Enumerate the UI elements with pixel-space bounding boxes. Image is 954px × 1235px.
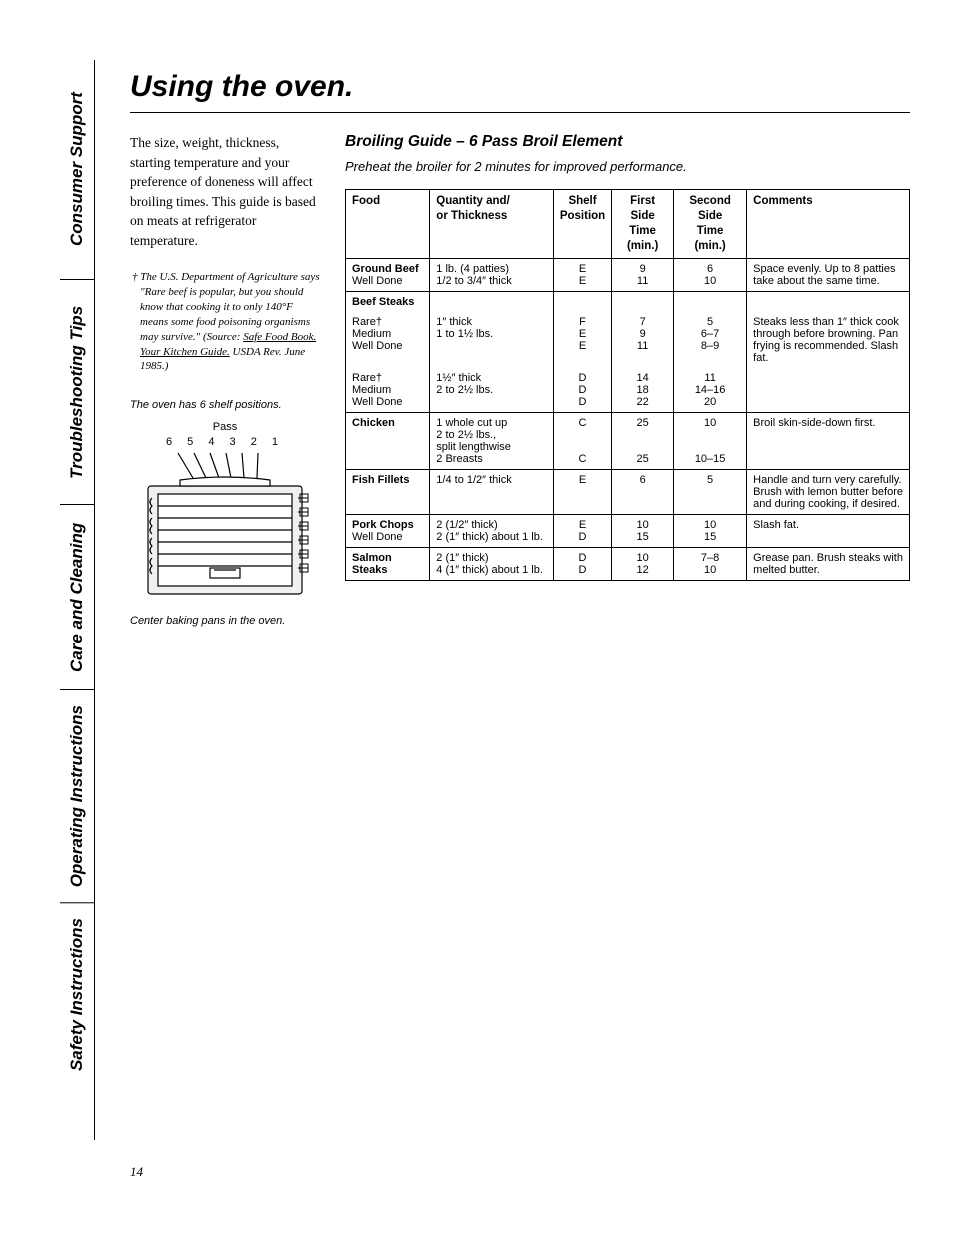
table-cell: ED — [553, 514, 611, 547]
table-row: Chicken1 whole cut up2 to 2½ lbs.,split … — [346, 412, 910, 469]
tab-care-cleaning[interactable]: Care and Cleaning — [60, 505, 94, 690]
table-cell: 56–78–9 — [674, 312, 747, 368]
table-cell: FEE — [553, 312, 611, 368]
table-cell: Handle and turn very carefully. Brush wi… — [747, 469, 910, 514]
table-cell: Beef Steaks — [346, 291, 430, 312]
page-content: Using the oven. The size, weight, thickn… — [130, 70, 910, 637]
shelf-numbers: 6 5 4 3 2 1 — [130, 436, 320, 448]
table-cell: 6 — [612, 469, 674, 514]
intro-text: The size, weight, thickness, starting te… — [130, 133, 320, 250]
table-cell: Salmon Steaks — [346, 547, 430, 580]
table-cell: 1015 — [612, 514, 674, 547]
table-row: Beef Steaks — [346, 291, 910, 312]
table-cell: EE — [553, 258, 611, 291]
th-first: First Side Time (min.) — [612, 190, 674, 259]
table-cell: 911 — [612, 258, 674, 291]
table-cell: Chicken — [346, 412, 430, 469]
left-column: The size, weight, thickness, starting te… — [130, 133, 320, 637]
table-cell: 610 — [674, 258, 747, 291]
shelf-caption: The oven has 6 shelf positions. — [130, 399, 320, 411]
table-cell: DD — [553, 547, 611, 580]
table-header-row: Food Quantity and/ or Thickness Shelf Po… — [346, 190, 910, 259]
table-cell: Steaks less than 1″ thick cook through b… — [747, 312, 910, 368]
center-pans-caption: Center baking pans in the oven. — [130, 615, 320, 627]
table-cell: Pork ChopsWell Done — [346, 514, 430, 547]
table-cell: 2 (1/2″ thick)2 (1″ thick) about 1 lb. — [430, 514, 554, 547]
table-cell: 141822 — [612, 368, 674, 413]
pass-label: Pass — [130, 421, 320, 433]
table-row: Salmon Steaks2 (1″ thick)4 (1″ thick) ab… — [346, 547, 910, 580]
table-cell — [612, 291, 674, 312]
table-cell: 7911 — [612, 312, 674, 368]
usda-footnote: † The U.S. Department of Agriculture say… — [130, 270, 320, 374]
table-cell: 1½″ thick2 to 2½ lbs. — [430, 368, 554, 413]
table-row: Rare†MediumWell Done1″ thick1 to 1½ lbs.… — [346, 312, 910, 368]
table-cell: Rare†MediumWell Done — [346, 368, 430, 413]
th-shelf: Shelf Position — [553, 190, 611, 259]
table-cell: 1/4 to 1/2″ thick — [430, 469, 554, 514]
table-cell: Grease pan. Brush steaks with melted but… — [747, 547, 910, 580]
tab-consumer-support[interactable]: Consumer Support — [60, 60, 94, 280]
table-cell: 2525 — [612, 412, 674, 469]
table-cell: 1010–15 — [674, 412, 747, 469]
table-cell: Space evenly. Up to 8 patties take about… — [747, 258, 910, 291]
table-cell: CC — [553, 412, 611, 469]
table-cell: 5 — [674, 469, 747, 514]
table-cell — [553, 291, 611, 312]
table-cell: DDD — [553, 368, 611, 413]
table-cell: 2 (1″ thick)4 (1″ thick) about 1 lb. — [430, 547, 554, 580]
th-comments: Comments — [747, 190, 910, 259]
page-number: 14 — [130, 1164, 143, 1180]
table-cell: 1 lb. (4 patties)1/2 to 3/4″ thick — [430, 258, 554, 291]
broiling-guide-table: Food Quantity and/ or Thickness Shelf Po… — [345, 189, 910, 581]
broiling-guide-title: Broiling Guide – 6 Pass Broil Element — [345, 133, 910, 151]
table-row: Pork ChopsWell Done2 (1/2″ thick)2 (1″ t… — [346, 514, 910, 547]
page-title: Using the oven. — [130, 70, 910, 113]
tab-operating[interactable]: Operating Instructions — [60, 690, 94, 903]
table-cell — [747, 368, 910, 413]
table-cell: E — [553, 469, 611, 514]
oven-diagram-icon — [140, 450, 310, 600]
table-cell — [674, 291, 747, 312]
table-cell: 1012 — [612, 547, 674, 580]
table-row: Fish Fillets1/4 to 1/2″ thickE65Handle a… — [346, 469, 910, 514]
table-row: Ground BeefWell Done1 lb. (4 patties)1/2… — [346, 258, 910, 291]
table-cell: 1114–1620 — [674, 368, 747, 413]
tab-safety[interactable]: Safety Instructions — [60, 903, 94, 1086]
th-qty: Quantity and/ or Thickness — [430, 190, 554, 259]
right-column: Broiling Guide – 6 Pass Broil Element Pr… — [345, 133, 910, 637]
side-tabs-nav: Consumer Support Troubleshooting Tips Ca… — [60, 60, 95, 1140]
table-cell: Broil skin-side-down first. — [747, 412, 910, 469]
table-cell: 1 whole cut up2 to 2½ lbs.,split lengthw… — [430, 412, 554, 469]
preheat-note: Preheat the broiler for 2 minutes for im… — [345, 159, 910, 174]
table-cell: Rare†MediumWell Done — [346, 312, 430, 368]
th-food: Food — [346, 190, 430, 259]
table-cell: 1″ thick1 to 1½ lbs. — [430, 312, 554, 368]
table-row: Rare†MediumWell Done1½″ thick2 to 2½ lbs… — [346, 368, 910, 413]
tab-troubleshooting[interactable]: Troubleshooting Tips — [60, 280, 94, 505]
table-cell: 7–810 — [674, 547, 747, 580]
table-cell: Ground BeefWell Done — [346, 258, 430, 291]
th-second: Second Side Time (min.) — [674, 190, 747, 259]
table-cell: Fish Fillets — [346, 469, 430, 514]
table-cell: Slash fat. — [747, 514, 910, 547]
table-cell — [747, 291, 910, 312]
table-cell — [430, 291, 554, 312]
table-cell: 1015 — [674, 514, 747, 547]
